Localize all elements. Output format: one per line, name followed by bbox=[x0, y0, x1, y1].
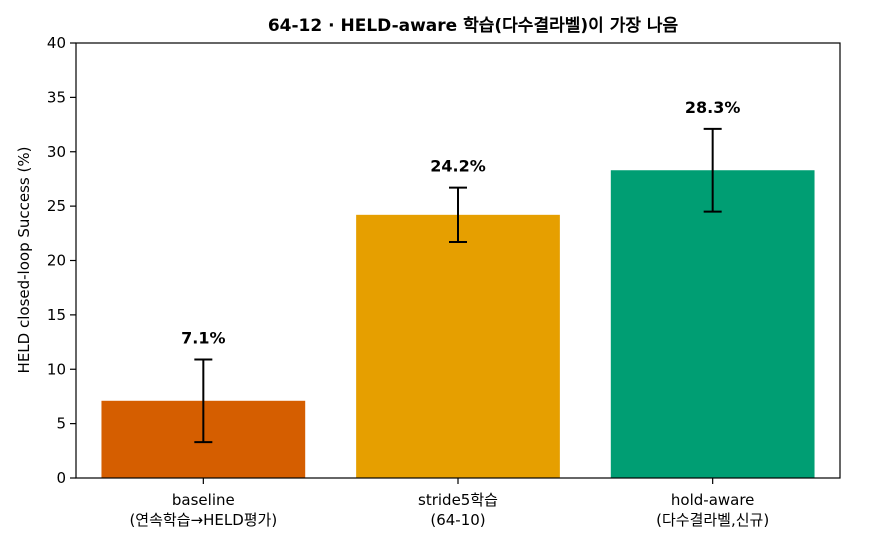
y-axis-label: HELD closed-loop Success (%) bbox=[15, 147, 33, 374]
value-label: 7.1% bbox=[181, 328, 225, 347]
bar bbox=[610, 170, 815, 479]
x-tick-label: (64-10) bbox=[430, 511, 485, 529]
value-label: 28.3% bbox=[685, 98, 741, 117]
bar bbox=[356, 214, 560, 478]
chart-title: 64-12 · HELD-aware 학습(다수결라벨)이 가장 나음 bbox=[268, 16, 679, 36]
y-tick-label: 20 bbox=[47, 252, 66, 270]
value-labels: 7.1% 24.2% 28.3% bbox=[181, 98, 740, 348]
plot-frame bbox=[75, 42, 841, 479]
y-axis-ticks: 0 5 10 15 20 25 30 35 40 bbox=[47, 34, 76, 487]
y-tick-label: 40 bbox=[47, 34, 66, 52]
x-tick-label: (다수결라벨,신규) bbox=[656, 511, 769, 529]
y-tick-label: 35 bbox=[47, 88, 66, 106]
y-tick-label: 10 bbox=[47, 360, 66, 378]
y-tick-label: 0 bbox=[56, 469, 66, 487]
y-tick-label: 15 bbox=[47, 306, 66, 324]
x-axis-ticks: baseline (연속학습→HELD평가) stride5학습 (64-10) hol… bbox=[129, 478, 769, 529]
y-tick-label: 25 bbox=[47, 197, 66, 215]
y-tick-label: 30 bbox=[47, 143, 66, 161]
x-tick-label: stride5학습 bbox=[418, 491, 498, 509]
x-tick-label: (연속학습→HELD평가) bbox=[129, 511, 277, 529]
y-tick-label: 5 bbox=[56, 415, 66, 433]
x-tick-label: hold-aware bbox=[671, 491, 755, 509]
x-tick-label: baseline bbox=[172, 491, 235, 509]
value-label: 24.2% bbox=[430, 157, 486, 176]
error-bars bbox=[194, 127, 722, 444]
